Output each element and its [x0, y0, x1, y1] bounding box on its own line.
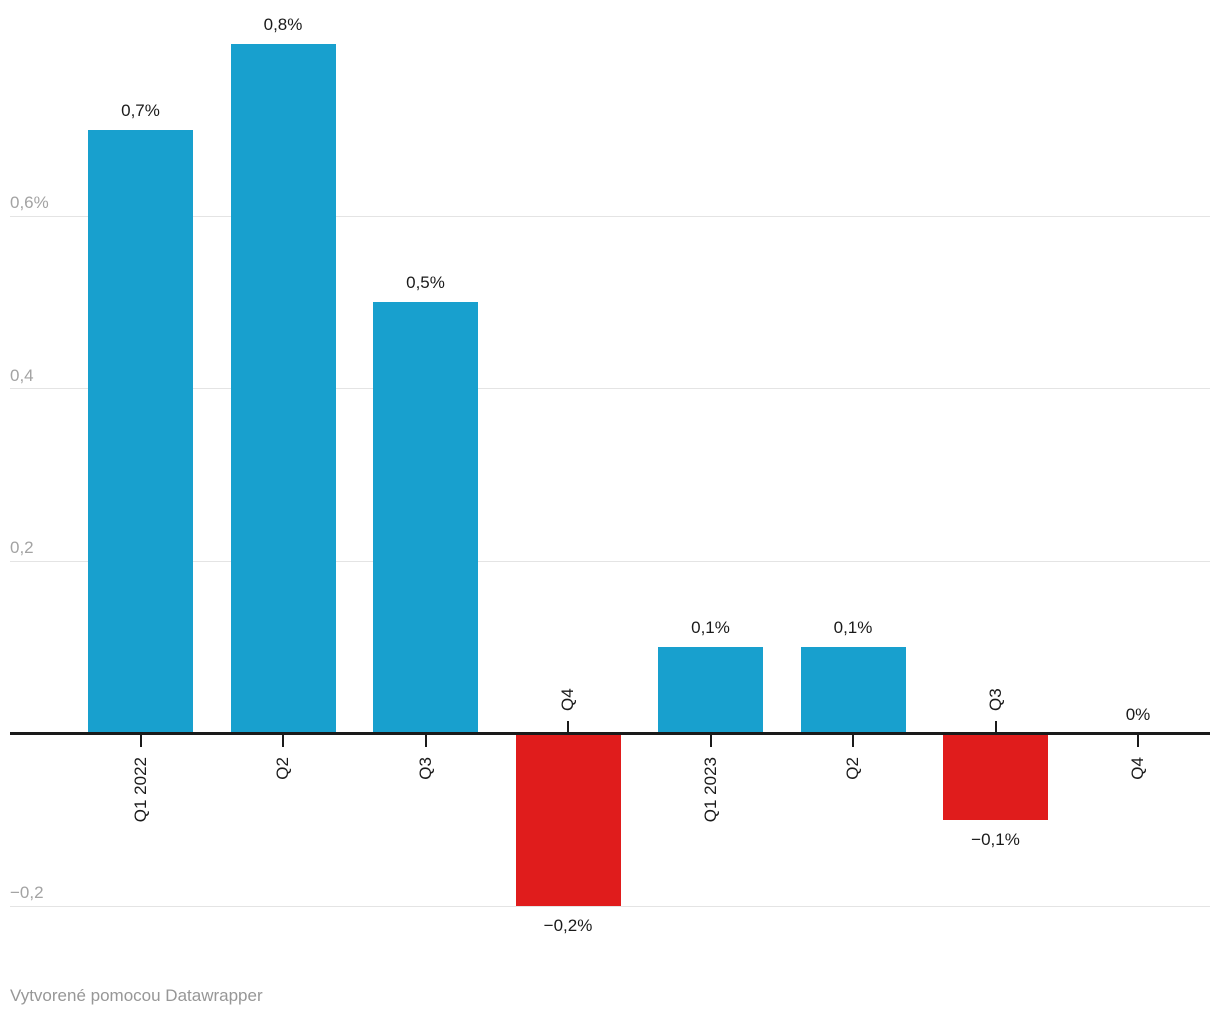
gridline: [10, 905, 1210, 907]
bar-positive: [658, 647, 763, 734]
value-label: 0,1%: [691, 618, 730, 638]
value-label: 0,7%: [121, 100, 160, 120]
y-axis-label: −0,2: [10, 883, 44, 902]
y-axis-label: 0,6%: [10, 193, 49, 212]
x-axis-line: [10, 732, 1210, 735]
axis-tick: [567, 721, 569, 732]
bar-positive: [88, 129, 193, 734]
axis-tick: [282, 735, 284, 747]
value-label: 0,5%: [406, 273, 445, 293]
bar-negative: [943, 733, 1048, 820]
axis-tick: [852, 735, 854, 747]
category-label: Q4: [1128, 757, 1147, 780]
gridline: [10, 560, 1210, 562]
bar-negative: [515, 733, 621, 906]
axis-tick: [1137, 735, 1139, 747]
value-label: 0%: [1125, 704, 1151, 724]
category-label: Q2: [843, 757, 862, 780]
axis-tick: [709, 735, 712, 747]
gridline: [10, 388, 1210, 389]
category-label: Q1 2022: [130, 757, 150, 823]
y-axis-label: 0,4: [10, 365, 34, 385]
axis-tick: [139, 735, 142, 747]
datawrapper-attribution-link[interactable]: Vytvorené pomocou Datawrapper: [10, 986, 263, 1005]
gridline: [10, 215, 1210, 217]
bar-positive: [800, 647, 906, 734]
category-label: Q4: [558, 688, 577, 711]
value-label: −0,1%: [971, 829, 1020, 849]
value-label: 0,1%: [833, 618, 873, 638]
bar-positive: [373, 302, 478, 734]
value-label: 0,8%: [263, 14, 303, 34]
category-label: Q1 2023: [700, 757, 720, 823]
y-axis-label: 0,2: [10, 538, 34, 557]
bar-positive: [230, 43, 336, 734]
category-label: Q3: [415, 757, 435, 780]
value-label: −0,2%: [543, 916, 593, 935]
axis-tick: [994, 721, 997, 732]
category-label: Q3: [985, 688, 1005, 711]
category-label: Q2: [273, 757, 292, 780]
axis-tick: [424, 735, 427, 747]
